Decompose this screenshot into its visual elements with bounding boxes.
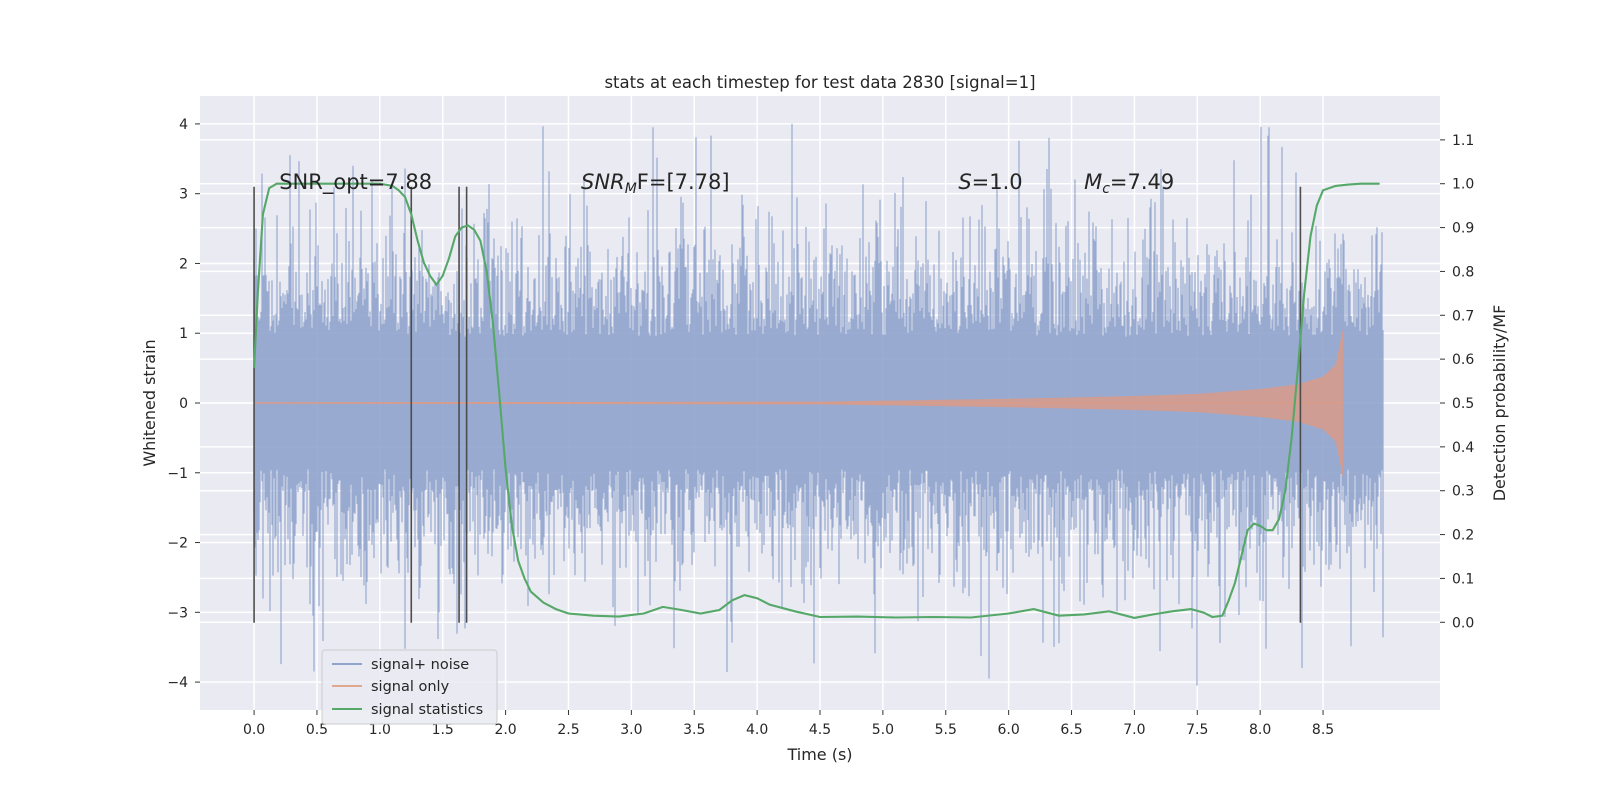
- right-tick-label: 0.2: [1452, 528, 1474, 544]
- legend-label-signal-noise: signal+ noise: [371, 657, 469, 673]
- y-tick-label: −2: [167, 536, 188, 552]
- y-tick-label: 4: [179, 117, 188, 133]
- y-tick-label: 0: [179, 396, 188, 412]
- y-tick-label: −4: [167, 675, 188, 691]
- annotations: SNR_opt=7.88 SNRMF=[7.78] S=1.0 Mc=7.49: [279, 170, 1174, 197]
- y-tick-label: 1: [179, 326, 188, 342]
- right-axis-ticks: 0.0 0.1 0.2 0.3 0.4 0.5 0.6 0.7 0.8 0.9 1.0 1.1: [1440, 133, 1474, 631]
- right-tick-label: 0.4: [1452, 440, 1474, 456]
- right-tick-label: 0.9: [1452, 221, 1474, 237]
- y-tick-label: 2: [179, 256, 188, 272]
- annotation: S=1.0: [958, 170, 1022, 194]
- signal-statistics-series: [253, 182, 1380, 619]
- y-axis-label: Whitened strain: [140, 339, 159, 466]
- x-tick-label: 2.0: [494, 722, 516, 738]
- chart-title: stats at each timestep for test data 283…: [604, 73, 1035, 92]
- y-tick-label: −1: [167, 466, 188, 482]
- x-tick-label: 4.0: [746, 722, 768, 738]
- right-tick-label: 0.5: [1452, 396, 1474, 412]
- plot-area: [253, 123, 1384, 686]
- x-tick-label: 0.5: [306, 722, 328, 738]
- x-tick-label: 8.0: [1249, 722, 1271, 738]
- x-tick-label: 3.5: [683, 722, 705, 738]
- x-tick-label: 7.0: [1123, 722, 1145, 738]
- right-tick-label: 1.1: [1452, 133, 1474, 149]
- x-tick-label: 2.5: [557, 722, 579, 738]
- legend: signal+ noise signal only signal statist…: [321, 649, 498, 725]
- x-tick-label: 6.5: [1060, 722, 1082, 738]
- annotation: SNRMF=[7.78]: [581, 170, 730, 197]
- x-tick-label: 0.0: [243, 722, 265, 738]
- legend-label-signal-statistics: signal statistics: [371, 702, 483, 718]
- legend-box: [321, 649, 498, 725]
- y-tick-label: −3: [167, 605, 188, 621]
- right-tick-label: 0.1: [1452, 571, 1474, 587]
- x-tick-label: 5.5: [935, 722, 957, 738]
- x-tick-label: 5.0: [872, 722, 894, 738]
- annotation: Mc=7.49: [1084, 170, 1174, 197]
- x-tick-label: 8.5: [1312, 722, 1334, 738]
- y-tick-label: 3: [179, 187, 188, 203]
- right-tick-label: 1.0: [1452, 177, 1474, 193]
- x-tick-label: 7.5: [1186, 722, 1208, 738]
- x-tick-label: 1.5: [432, 722, 454, 738]
- x-tick-label: 3.0: [620, 722, 642, 738]
- right-tick-label: 0.0: [1452, 615, 1474, 631]
- right-tick-label: 0.3: [1452, 484, 1474, 500]
- right-tick-label: 0.6: [1452, 352, 1474, 368]
- annotation: SNR_opt=7.88: [279, 170, 432, 195]
- x-tick-label: 4.5: [809, 722, 831, 738]
- right-tick-label: 0.7: [1452, 308, 1474, 324]
- x-axis-ticks: 0.0 0.5 1.0 1.5 2.0 2.5 3.0 3.5 4.0 4.5 5.0 5.5 6.0 6…: [243, 710, 1334, 738]
- x-tick-label: 6.0: [998, 722, 1020, 738]
- right-axis-label: Detection probability/MF: [1490, 305, 1509, 502]
- vertical-lines: [253, 186, 1344, 623]
- x-axis-label: Time (s): [786, 745, 852, 764]
- x-tick-label: 1.0: [369, 722, 391, 738]
- legend-label-signal-only: signal only: [371, 679, 450, 695]
- right-tick-label: 0.8: [1452, 264, 1474, 280]
- y-axis-ticks: −4 −3 −2 −1 0 1 2 3 4: [167, 117, 200, 691]
